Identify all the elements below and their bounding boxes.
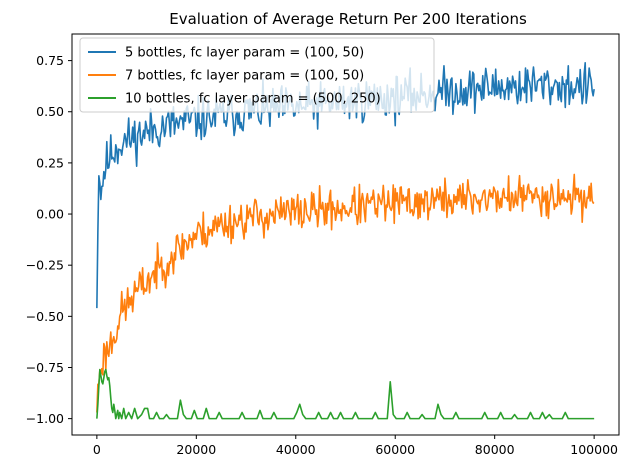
series-line-2 <box>96 173 595 413</box>
y-tick-label: −0.25 <box>26 258 64 273</box>
x-tick-label: 80000 <box>475 442 515 457</box>
y-axis: −1.00 −0.75 −0.50 −0.25 0.00 0.25 0.50 0.75 <box>26 53 72 426</box>
y-tick-label: 0.25 <box>36 155 64 170</box>
series-layer <box>96 61 595 420</box>
y-tick-label: −0.50 <box>26 309 64 324</box>
y-tick-label: −0.75 <box>26 360 64 375</box>
plot-frame <box>71 33 620 436</box>
y-tick-label: 0.50 <box>36 104 64 119</box>
x-tick-label: 100000 <box>570 442 618 457</box>
x-tick-label: 0 <box>93 442 101 457</box>
chart-title: Evaluation of Average Return Per 200 Ite… <box>169 10 527 28</box>
legend: 5 bottles, fc layer param = (100, 50) 7 b… <box>79 37 435 113</box>
x-axis: 0 20000 40000 60000 80000 100000 <box>93 435 618 457</box>
y-tick-label: 0.00 <box>36 207 64 222</box>
series-line-3 <box>96 368 595 420</box>
y-tick-label: 0.75 <box>36 53 64 68</box>
x-tick-label: 40000 <box>276 442 316 457</box>
legend-label: 5 bottles, fc layer param = (100, 50) <box>125 46 364 61</box>
x-tick-label: 20000 <box>176 442 216 457</box>
legend-label: 10 bottles, fc layer param = (500, 250) <box>125 92 381 107</box>
x-tick-label: 60000 <box>375 442 415 457</box>
legend-box <box>79 37 435 113</box>
y-tick-label: −1.00 <box>26 411 64 426</box>
legend-label: 7 bottles, fc layer param = (100, 50) <box>125 69 364 84</box>
